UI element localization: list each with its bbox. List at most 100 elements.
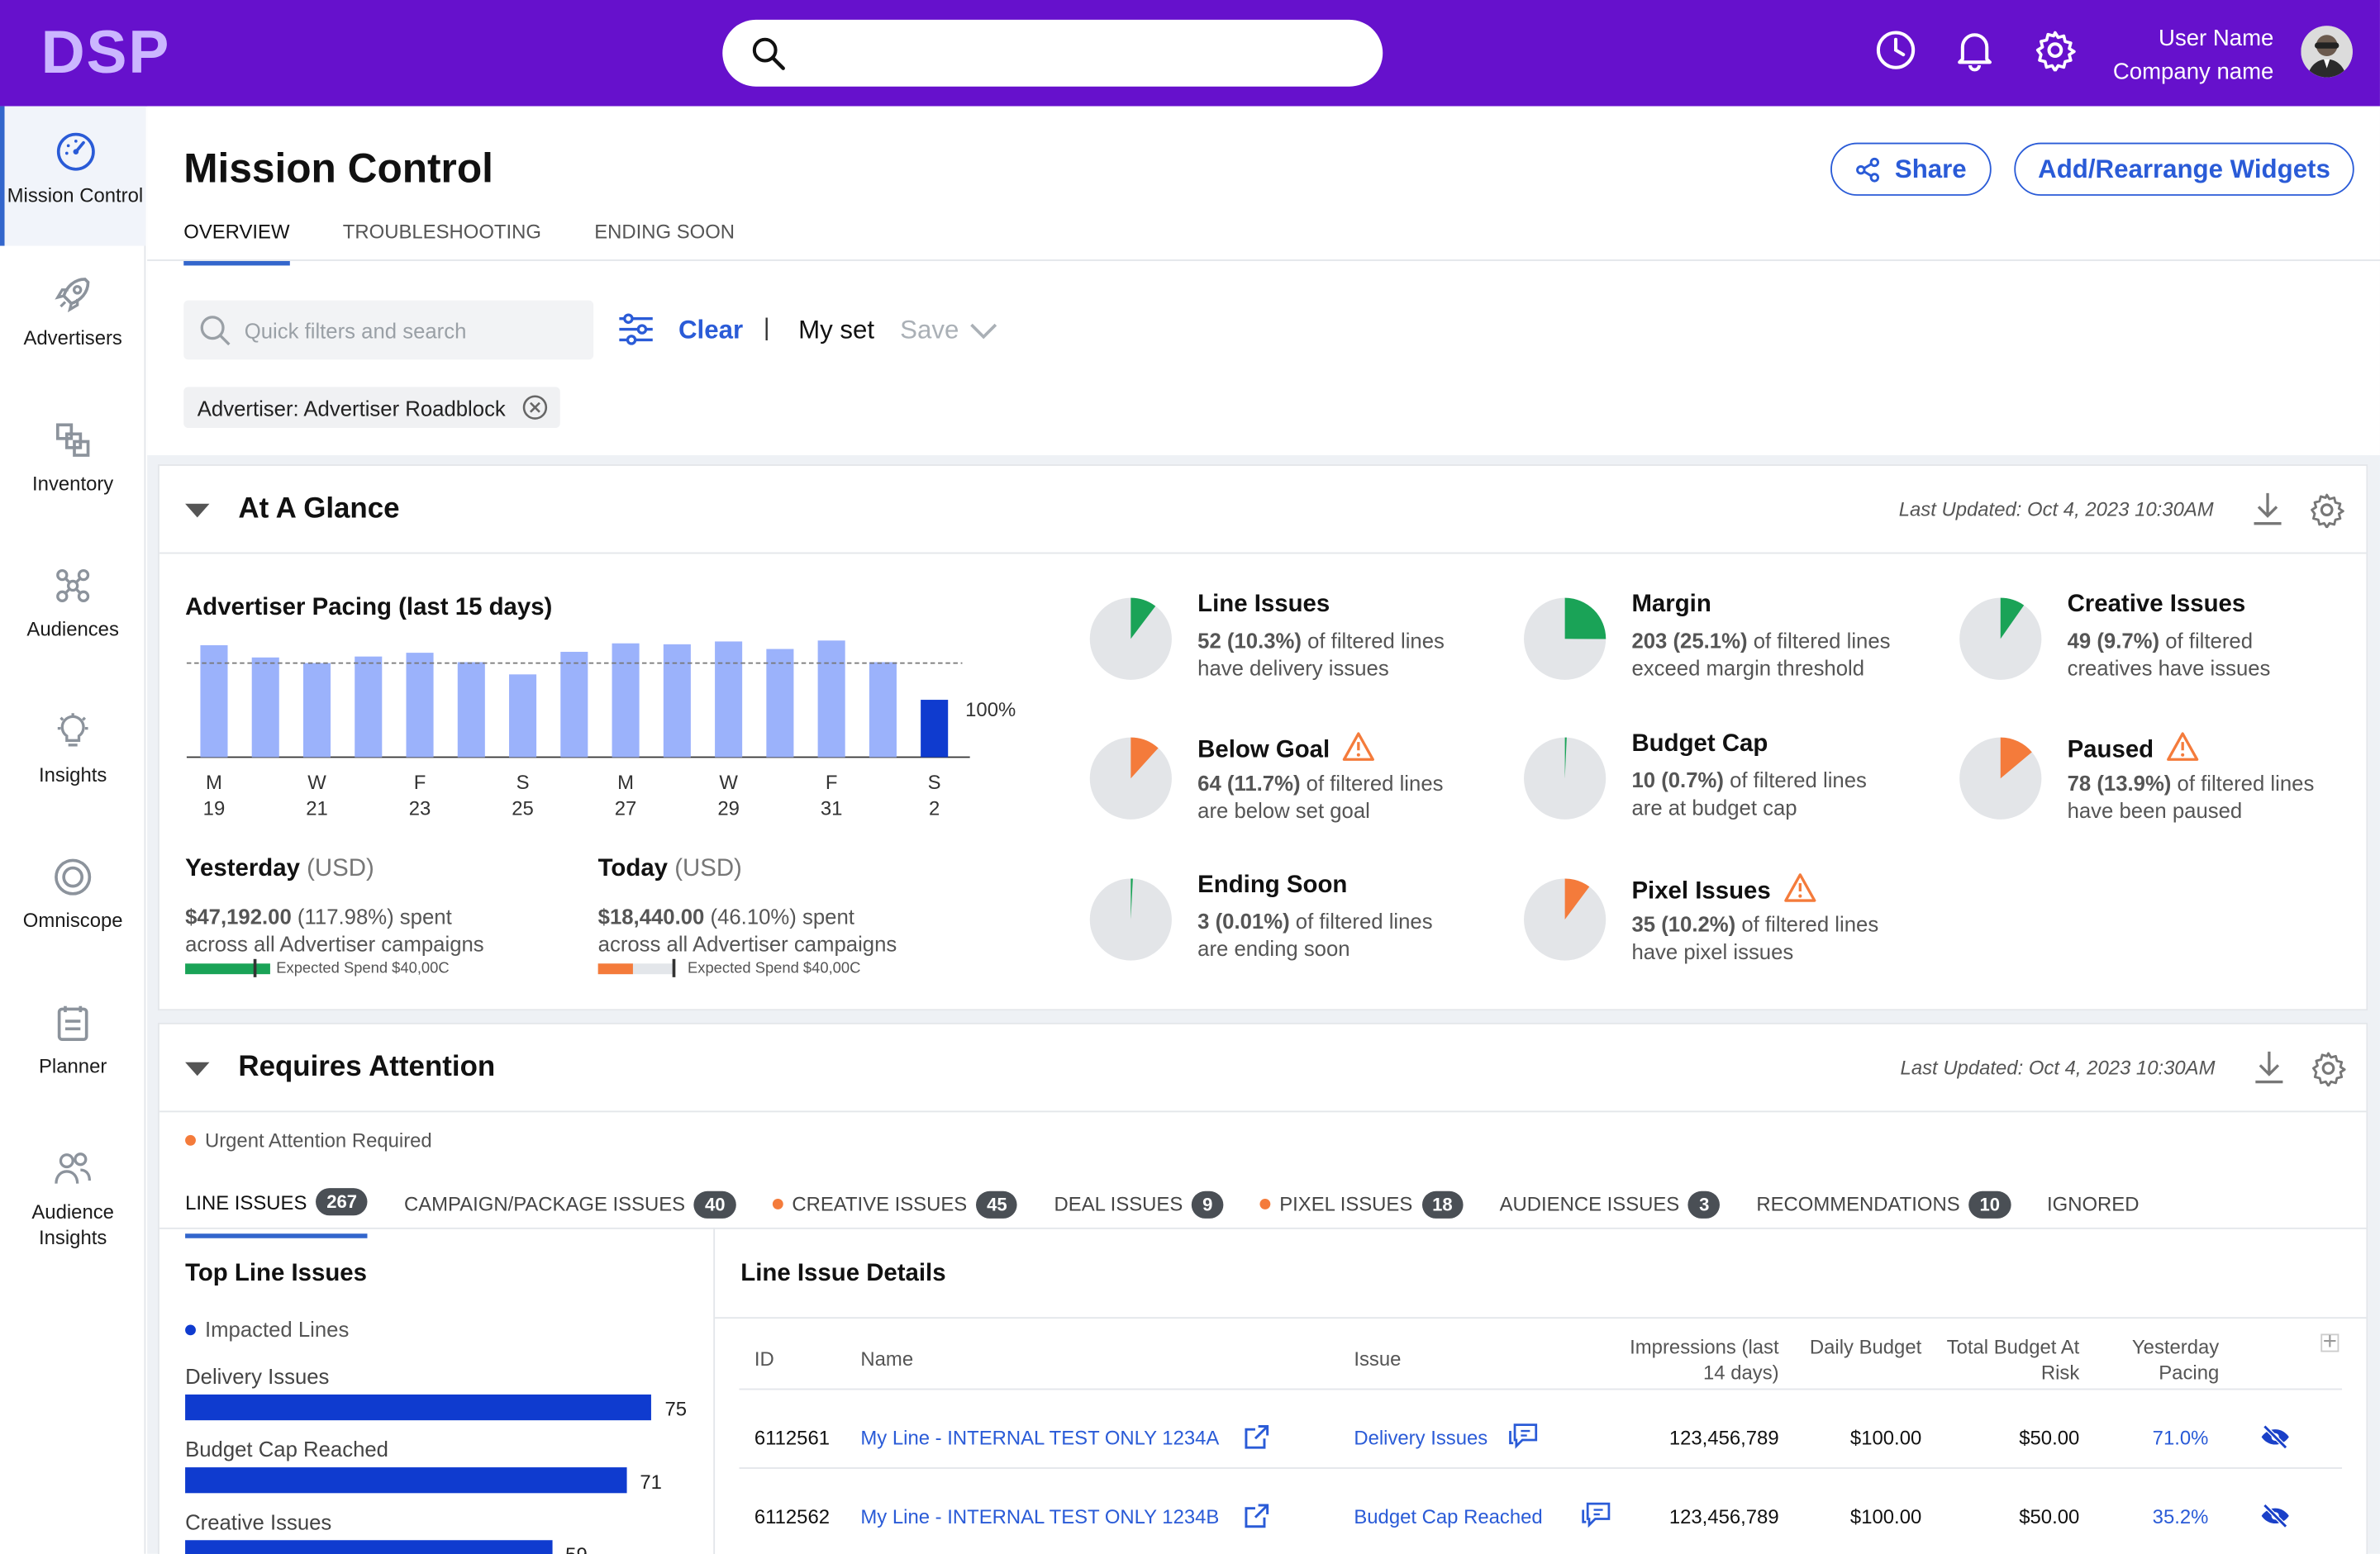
pacing-bar[interactable] bbox=[715, 641, 743, 758]
sidebar-label: Planner bbox=[39, 1054, 107, 1078]
issue-bar[interactable] bbox=[185, 1394, 651, 1421]
comment-icon[interactable] bbox=[1509, 1422, 1540, 1449]
user-info[interactable]: User Name Company name bbox=[2113, 23, 2273, 90]
sidebar-item-mission-control[interactable]: Mission Control bbox=[0, 106, 146, 246]
tab-creative-issues[interactable]: CREATIVE ISSUES 45 bbox=[772, 1190, 1018, 1236]
settings-gear-icon[interactable] bbox=[2310, 1050, 2346, 1087]
chevron-down-icon[interactable] bbox=[969, 321, 999, 342]
pacing-bar[interactable] bbox=[612, 643, 640, 758]
quick-filter-input[interactable]: Quick filters and search bbox=[183, 300, 594, 360]
clear-button[interactable]: Clear bbox=[678, 316, 744, 345]
close-circle-icon[interactable] bbox=[522, 395, 548, 421]
add-column-icon[interactable]: + bbox=[2320, 1330, 2340, 1354]
pacing-bar[interactable] bbox=[921, 700, 949, 758]
sidebar-item-audience-insights[interactable]: Audience Insights bbox=[0, 1148, 145, 1251]
column-header[interactable]: Impressions (last 14 days) bbox=[1630, 1335, 1779, 1385]
today-expected: Expected Spend $40,00C bbox=[688, 960, 861, 977]
collapse-caret-icon[interactable] bbox=[185, 503, 210, 518]
sidebar-item-audiences[interactable]: Audiences bbox=[0, 564, 145, 642]
budget-at-risk: $50.00 bbox=[2019, 1505, 2080, 1528]
save-button[interactable]: Save bbox=[900, 316, 959, 345]
pie-slice bbox=[1130, 597, 1156, 639]
tab-line-issues[interactable]: LINE ISSUES 267 bbox=[185, 1188, 368, 1238]
pie-chart bbox=[1524, 737, 1606, 820]
panel-title: Requires Attention bbox=[238, 1051, 496, 1084]
pacing-bar[interactable] bbox=[869, 662, 897, 758]
pacing-bar[interactable] bbox=[251, 657, 279, 758]
pacing-bar[interactable] bbox=[406, 653, 434, 758]
sidebar-label: Omniscope bbox=[22, 909, 123, 932]
column-header[interactable]: Total Budget At Risk bbox=[1946, 1335, 2080, 1385]
issue-bar[interactable] bbox=[185, 1467, 626, 1494]
page-tabs: OVERVIEW TROUBLESHOOTING ENDING SOON bbox=[183, 220, 788, 266]
add-rearrange-widgets-button[interactable]: Add/Rearrange Widgets bbox=[2014, 142, 2354, 196]
count-badge: 18 bbox=[1421, 1190, 1464, 1218]
card-title: Below Goal bbox=[1197, 731, 1375, 764]
app-logo[interactable]: DSP bbox=[40, 19, 171, 87]
hide-eye-icon[interactable] bbox=[2260, 1424, 2291, 1450]
line-name-link[interactable]: My Line - INTERNAL TEST ONLY 1234B bbox=[860, 1505, 1220, 1528]
card-title: Margin bbox=[1631, 592, 1711, 618]
pacing-bar[interactable] bbox=[355, 656, 383, 758]
issue-link[interactable]: Delivery Issues bbox=[1354, 1426, 1488, 1450]
pacing-bar[interactable] bbox=[560, 651, 588, 758]
divider bbox=[147, 259, 2380, 261]
pacing-bar[interactable] bbox=[200, 645, 228, 758]
pie-chart bbox=[1524, 597, 1606, 680]
tab-ignored[interactable]: IGNORED bbox=[2047, 1193, 2139, 1234]
pacing-bar[interactable] bbox=[766, 649, 794, 758]
today-sub: across all Advertiser campaigns bbox=[597, 931, 897, 957]
pacing-bar[interactable] bbox=[302, 663, 331, 758]
sidebar-label: Inventory bbox=[32, 472, 114, 495]
clock-icon[interactable] bbox=[1874, 29, 1916, 71]
tab-deal-issues[interactable]: DEAL ISSUES 9 bbox=[1054, 1190, 1224, 1236]
at-a-glance-panel: At A Glance Last Updated: Oct 4, 2023 10… bbox=[158, 464, 2368, 1011]
bell-icon[interactable] bbox=[1955, 29, 1995, 72]
share-button[interactable]: Share bbox=[1830, 142, 1992, 196]
tab-label: AUDIENCE ISSUES bbox=[1499, 1192, 1680, 1216]
settings-gear-icon[interactable] bbox=[2309, 492, 2345, 529]
gauge-icon bbox=[55, 132, 94, 171]
gear-icon[interactable] bbox=[2034, 29, 2076, 72]
download-icon[interactable] bbox=[2251, 490, 2284, 526]
download-icon[interactable] bbox=[2253, 1048, 2286, 1085]
column-header[interactable]: ID bbox=[754, 1347, 774, 1371]
tab-ending-soon[interactable]: ENDING SOON bbox=[594, 220, 735, 243]
filter-chip[interactable]: Advertiser: Advertiser Roadblock bbox=[183, 387, 560, 428]
global-search-input[interactable] bbox=[722, 19, 1383, 87]
column-header[interactable]: Daily Budget bbox=[1809, 1335, 1922, 1358]
urgent-dot bbox=[1259, 1198, 1271, 1209]
column-header[interactable]: Name bbox=[860, 1347, 914, 1371]
pacing-bar[interactable] bbox=[457, 662, 485, 758]
sidebar-item-advertisers[interactable]: Advertisers bbox=[0, 273, 145, 351]
sidebar-item-insights[interactable]: Insights bbox=[0, 710, 145, 788]
issue-link[interactable]: Budget Cap Reached bbox=[1354, 1505, 1543, 1528]
collapse-caret-icon[interactable] bbox=[185, 1062, 210, 1076]
tab-recommendations[interactable]: RECOMMENDATIONS 10 bbox=[1756, 1190, 2011, 1236]
filter-sliders-icon[interactable] bbox=[618, 312, 654, 345]
external-link-icon[interactable] bbox=[1243, 1423, 1270, 1451]
tab-campaign-package-issues[interactable]: CAMPAIGN/PACKAGE ISSUES 40 bbox=[404, 1190, 736, 1236]
line-name-link[interactable]: My Line - INTERNAL TEST ONLY 1234A bbox=[860, 1426, 1220, 1450]
sidebar-item-planner[interactable]: Planner bbox=[0, 1001, 145, 1079]
sidebar-item-omniscope[interactable]: Omniscope bbox=[0, 856, 145, 934]
tab-audience-issues[interactable]: AUDIENCE ISSUES 3 bbox=[1500, 1190, 1721, 1236]
column-header[interactable]: Issue bbox=[1354, 1347, 1402, 1371]
sidebar-item-inventory[interactable]: Inventory bbox=[0, 419, 145, 497]
comment-icon[interactable] bbox=[1582, 1500, 1612, 1528]
warning-icon bbox=[1342, 732, 1375, 761]
issue-bar[interactable] bbox=[185, 1540, 552, 1554]
external-link-icon[interactable] bbox=[1243, 1502, 1270, 1529]
pacing-bar[interactable] bbox=[509, 674, 537, 758]
hide-eye-icon[interactable] bbox=[2260, 1504, 2291, 1528]
avatar[interactable] bbox=[2301, 26, 2353, 78]
pacing-bar[interactable] bbox=[663, 644, 691, 758]
pacing-bar[interactable] bbox=[817, 640, 845, 758]
column-header[interactable]: Yesterday Pacing bbox=[2131, 1335, 2220, 1385]
warning-icon bbox=[1783, 873, 1816, 902]
tab-troubleshooting[interactable]: TROUBLESHOOTING bbox=[342, 220, 541, 243]
tab-overview[interactable]: OVERVIEW bbox=[183, 220, 290, 266]
tab-pixel-issues[interactable]: PIXEL ISSUES 18 bbox=[1259, 1190, 1464, 1236]
x-tick-label: W 21 bbox=[306, 771, 328, 820]
my-set-selector[interactable]: My set bbox=[798, 316, 875, 345]
